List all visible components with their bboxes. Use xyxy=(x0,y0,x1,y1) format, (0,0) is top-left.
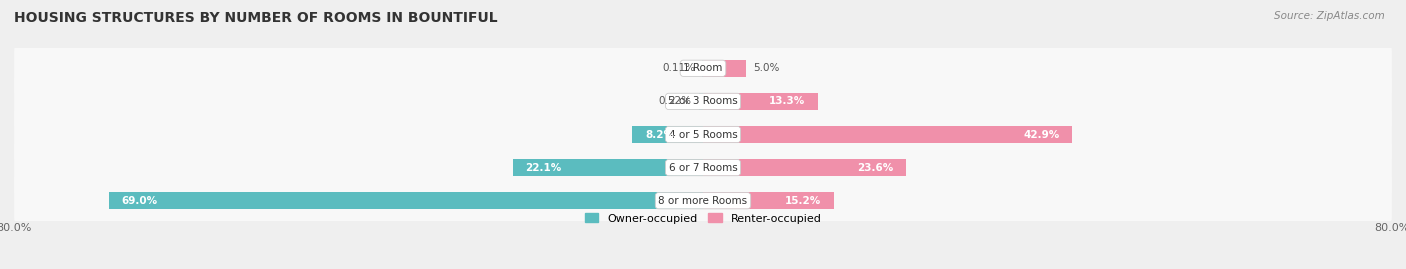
Text: 4 or 5 Rooms: 4 or 5 Rooms xyxy=(669,129,737,140)
Text: 0.11%: 0.11% xyxy=(662,63,695,73)
FancyBboxPatch shape xyxy=(14,37,1392,100)
Text: 2 or 3 Rooms: 2 or 3 Rooms xyxy=(669,96,737,107)
Text: Source: ZipAtlas.com: Source: ZipAtlas.com xyxy=(1274,11,1385,21)
Bar xyxy=(703,93,817,110)
Bar xyxy=(108,192,703,209)
FancyBboxPatch shape xyxy=(14,70,1392,133)
FancyBboxPatch shape xyxy=(14,137,1392,199)
Text: 0.52%: 0.52% xyxy=(658,96,692,107)
Text: 8 or more Rooms: 8 or more Rooms xyxy=(658,196,748,206)
Bar xyxy=(703,60,747,77)
Bar xyxy=(703,159,907,176)
FancyBboxPatch shape xyxy=(14,37,1392,99)
FancyBboxPatch shape xyxy=(14,170,1392,232)
Text: 6 or 7 Rooms: 6 or 7 Rooms xyxy=(669,162,737,173)
Bar xyxy=(633,126,703,143)
Text: 8.2%: 8.2% xyxy=(645,129,675,140)
FancyBboxPatch shape xyxy=(14,70,1392,132)
Bar xyxy=(513,159,703,176)
Text: 23.6%: 23.6% xyxy=(858,162,893,173)
Legend: Owner-occupied, Renter-occupied: Owner-occupied, Renter-occupied xyxy=(585,213,821,224)
Text: 22.1%: 22.1% xyxy=(526,162,562,173)
Bar xyxy=(703,126,1073,143)
FancyBboxPatch shape xyxy=(14,136,1392,199)
Bar xyxy=(699,93,703,110)
Text: HOUSING STRUCTURES BY NUMBER OF ROOMS IN BOUNTIFUL: HOUSING STRUCTURES BY NUMBER OF ROOMS IN… xyxy=(14,11,498,25)
FancyBboxPatch shape xyxy=(14,103,1392,166)
Text: 1 Room: 1 Room xyxy=(683,63,723,73)
Text: 5.0%: 5.0% xyxy=(754,63,779,73)
FancyBboxPatch shape xyxy=(14,169,1392,232)
FancyBboxPatch shape xyxy=(14,104,1392,165)
Bar xyxy=(703,192,834,209)
Text: 13.3%: 13.3% xyxy=(768,96,804,107)
Text: 15.2%: 15.2% xyxy=(785,196,821,206)
Text: 69.0%: 69.0% xyxy=(122,196,157,206)
Text: 42.9%: 42.9% xyxy=(1024,129,1060,140)
